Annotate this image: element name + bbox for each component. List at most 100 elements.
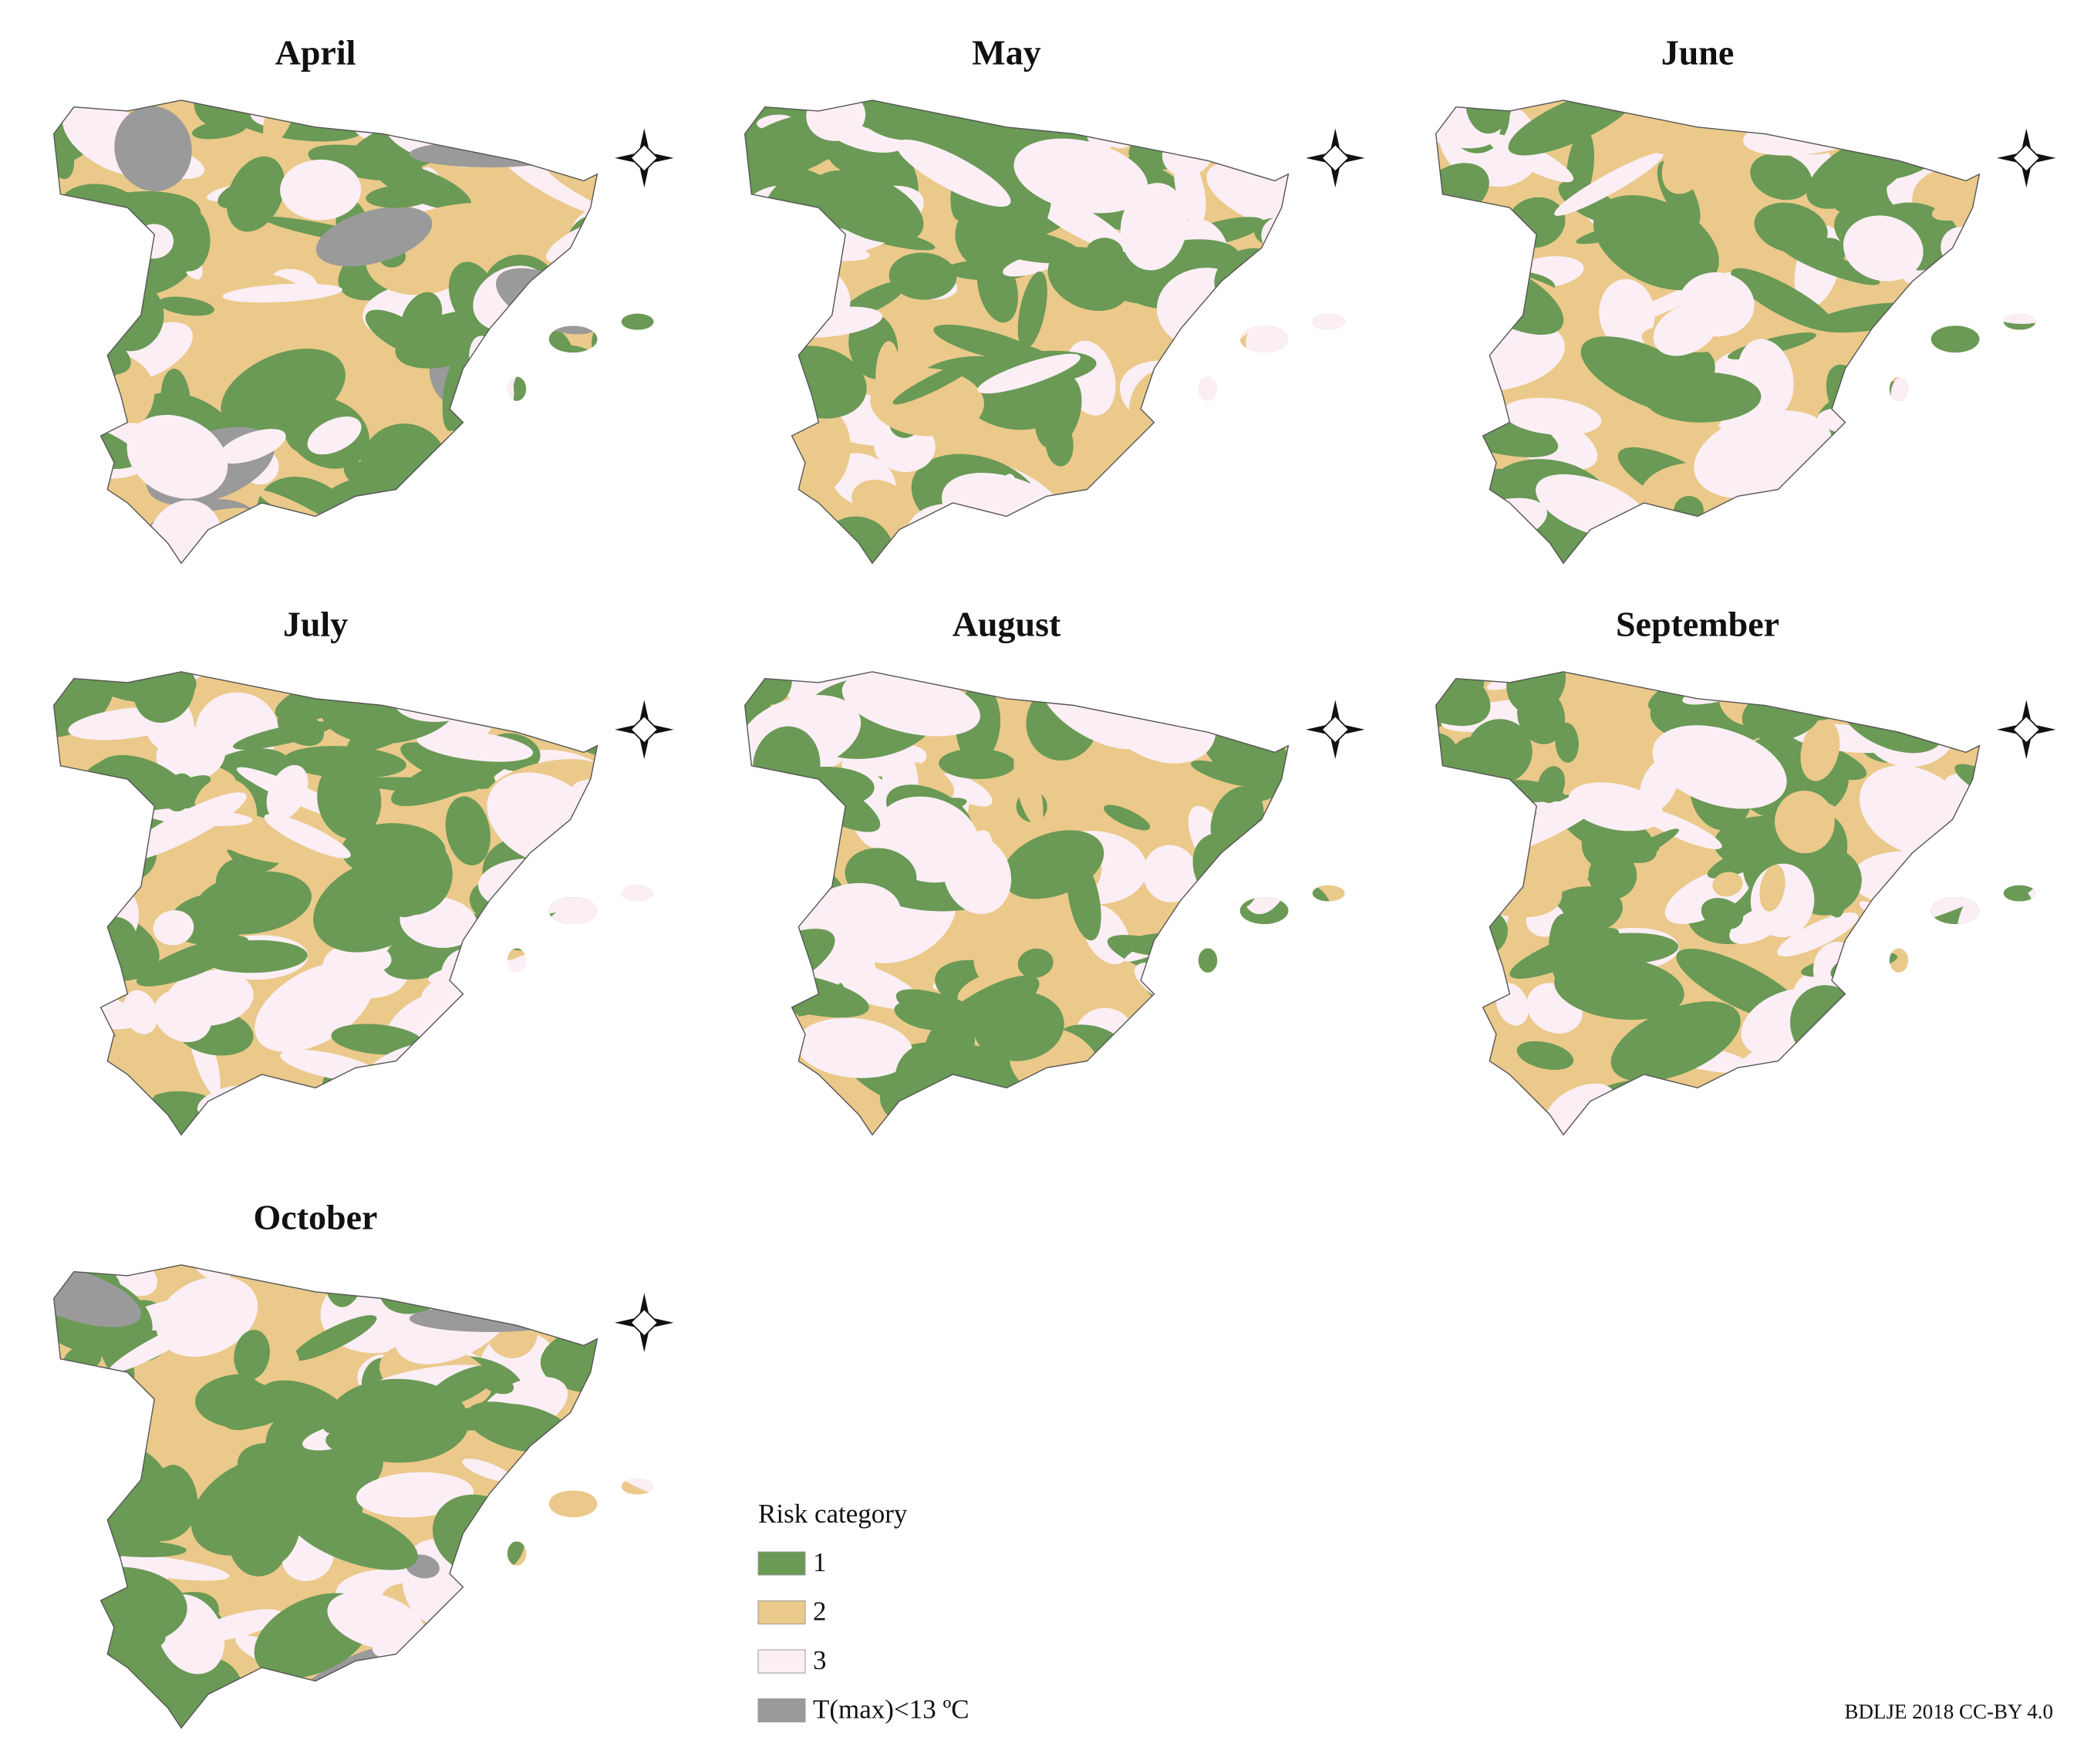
legend-label: 3: [813, 1645, 827, 1675]
map-region: [917, 1094, 992, 1135]
map-region: [126, 414, 228, 499]
compass: [615, 1293, 674, 1353]
map-title: October: [254, 1198, 378, 1237]
map-region: [614, 951, 654, 993]
map-region: [1506, 672, 1566, 714]
map-region: [64, 1573, 101, 1635]
map-region: [1653, 302, 1719, 356]
map-title: September: [1616, 605, 1779, 644]
map-region: [1182, 1027, 1313, 1110]
map-region: [564, 1265, 654, 1278]
map-region: [53, 227, 150, 293]
map-region: [1226, 938, 1280, 985]
map-region: [481, 1066, 513, 1121]
map-region: [782, 1113, 825, 1135]
map-region: [1323, 191, 1345, 239]
map-region: [1218, 100, 1298, 133]
map-region: [507, 1465, 558, 1496]
map-region: [53, 848, 111, 922]
map-region: [1458, 299, 1490, 385]
map-region: [427, 1365, 497, 1408]
compass: [615, 128, 674, 188]
compass: [615, 700, 674, 760]
map-region: [53, 974, 113, 1000]
map-region: [949, 830, 993, 899]
map-region: [192, 120, 247, 140]
map-region: [1881, 1019, 1950, 1094]
map-region: [258, 525, 340, 564]
map-region: [572, 104, 626, 133]
map-region: [474, 1098, 586, 1135]
map-region: [1067, 858, 1101, 941]
map-region: [541, 1708, 582, 1729]
map-region: [53, 417, 78, 475]
map-region: [1891, 453, 1937, 474]
map-region: [1829, 549, 1928, 564]
map-region: [454, 1031, 493, 1064]
map-region: [1974, 939, 2036, 982]
map-region: [1581, 822, 1624, 869]
map-region: [1486, 133, 1574, 183]
map-region: [1573, 933, 1679, 965]
map-region: [1969, 996, 2036, 1073]
map-region: [1177, 100, 1227, 149]
map-region: [1172, 457, 1286, 512]
map-region: [1023, 1096, 1069, 1135]
map-region: [550, 396, 572, 435]
map-region: [1013, 751, 1044, 827]
map-fill: [53, 672, 654, 1135]
map-region: [894, 1001, 950, 1030]
map-region: [1034, 1096, 1060, 1135]
map-region: [1951, 989, 2018, 1057]
map-region: [1890, 1033, 1953, 1091]
map-region: [1332, 1015, 1345, 1071]
compass: [1997, 700, 2056, 760]
map-region: [481, 1601, 530, 1627]
map-region: [502, 154, 604, 215]
compass-star: [2011, 715, 2041, 744]
map-region: [1853, 1059, 1883, 1112]
map-region: [1304, 738, 1345, 764]
map-region: [416, 730, 534, 762]
map-region: [1253, 983, 1324, 1048]
map-region: [1775, 791, 1835, 854]
map-region: [1924, 402, 1954, 428]
map-region: [1156, 268, 1257, 350]
map-region: [607, 1297, 654, 1376]
map-region: [544, 378, 608, 454]
map-region: [1731, 268, 1836, 332]
map-region: [612, 909, 654, 990]
map-region: [1937, 117, 1981, 147]
map-region: [1800, 719, 1840, 781]
map-region: [53, 1496, 113, 1582]
map-region: [2005, 349, 2030, 373]
map-region: [266, 1265, 307, 1281]
map-region: [1270, 1001, 1345, 1084]
map-panel: [52, 671, 674, 1136]
map-region: [505, 1609, 544, 1651]
map-fill: [53, 1265, 654, 1729]
map-region: [53, 197, 85, 219]
map-region: [508, 1045, 532, 1064]
map-region: [292, 1315, 377, 1361]
map-region: [1280, 454, 1320, 480]
map-region: [1990, 860, 2017, 945]
map-region: [400, 742, 496, 789]
map-region: [1816, 440, 1914, 491]
map-region: [551, 376, 654, 413]
map-region: [1293, 359, 1345, 381]
map-region: [744, 875, 799, 956]
map-region: [605, 1567, 636, 1582]
map-region: [1166, 363, 1296, 425]
map-region: [1554, 956, 1684, 1020]
map-region: [589, 1706, 654, 1729]
map-region: [462, 1459, 513, 1482]
map-region: [1435, 204, 1492, 247]
map-panel: [744, 671, 1365, 1136]
map-region: [1290, 457, 1341, 481]
map-panel: [744, 99, 1365, 565]
map-region: [1653, 1107, 1773, 1135]
map-region: [579, 924, 654, 1007]
compass: [1997, 128, 2056, 188]
map-region: [1269, 968, 1311, 997]
